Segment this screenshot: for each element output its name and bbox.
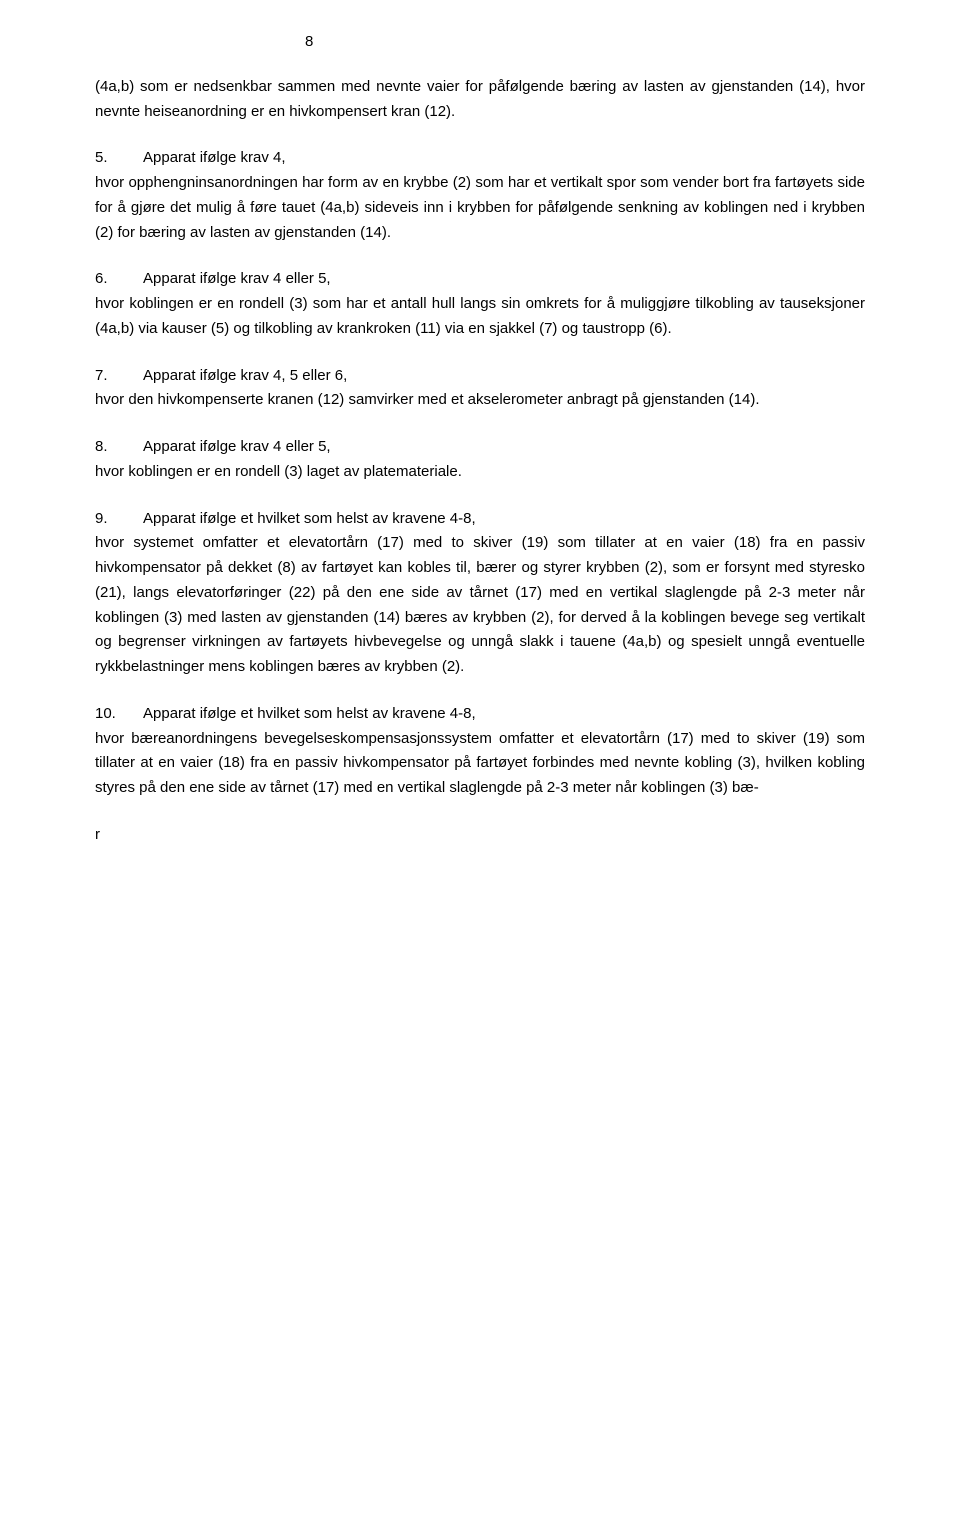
claim-7-title: Apparat ifølge krav 4, 5 eller 6, <box>143 367 347 384</box>
claim-6-body: hvor koblingen er en rondell (3) som har… <box>95 292 865 342</box>
claim-5-body: hvor opphengninsanordningen har form av … <box>95 171 865 245</box>
claim-6-title: Apparat ifølge krav 4 eller 5, <box>143 270 331 287</box>
claim-10-body: hvor bæreanordningens bevegelseskompensa… <box>95 727 865 801</box>
claim-7: 7.Apparat ifølge krav 4, 5 eller 6, hvor… <box>95 364 865 414</box>
claim-5-title: Apparat ifølge krav 4, <box>143 149 286 166</box>
orphan-letter: r <box>95 823 865 848</box>
intro-paragraph: (4a,b) som er nedsenkbar sammen med nevn… <box>95 75 865 125</box>
claim-5: 5.Apparat ifølge krav 4, hvor opphengnin… <box>95 146 865 245</box>
claim-8: 8.Apparat ifølge krav 4 eller 5, hvor ko… <box>95 435 865 485</box>
claim-9-body: hvor systemet omfatter et elevatortårn (… <box>95 531 865 680</box>
claim-6-number: 6. <box>95 267 143 292</box>
claim-5-number: 5. <box>95 146 143 171</box>
page-number: 8 <box>95 30 865 55</box>
claim-6: 6.Apparat ifølge krav 4 eller 5, hvor ko… <box>95 267 865 341</box>
claim-10: 10.Apparat ifølge et hvilket som helst a… <box>95 702 865 801</box>
claim-7-number: 7. <box>95 364 143 389</box>
claim-10-title: Apparat ifølge et hvilket som helst av k… <box>143 705 476 722</box>
claim-7-body: hvor den hivkompenserte kranen (12) samv… <box>95 388 865 413</box>
claim-9: 9.Apparat ifølge et hvilket som helst av… <box>95 507 865 680</box>
claim-10-number: 10. <box>95 702 143 727</box>
claim-8-number: 8. <box>95 435 143 460</box>
claim-9-number: 9. <box>95 507 143 532</box>
claim-9-title: Apparat ifølge et hvilket som helst av k… <box>143 510 476 527</box>
claim-8-title: Apparat ifølge krav 4 eller 5, <box>143 438 331 455</box>
claim-8-body: hvor koblingen er en rondell (3) laget a… <box>95 460 865 485</box>
